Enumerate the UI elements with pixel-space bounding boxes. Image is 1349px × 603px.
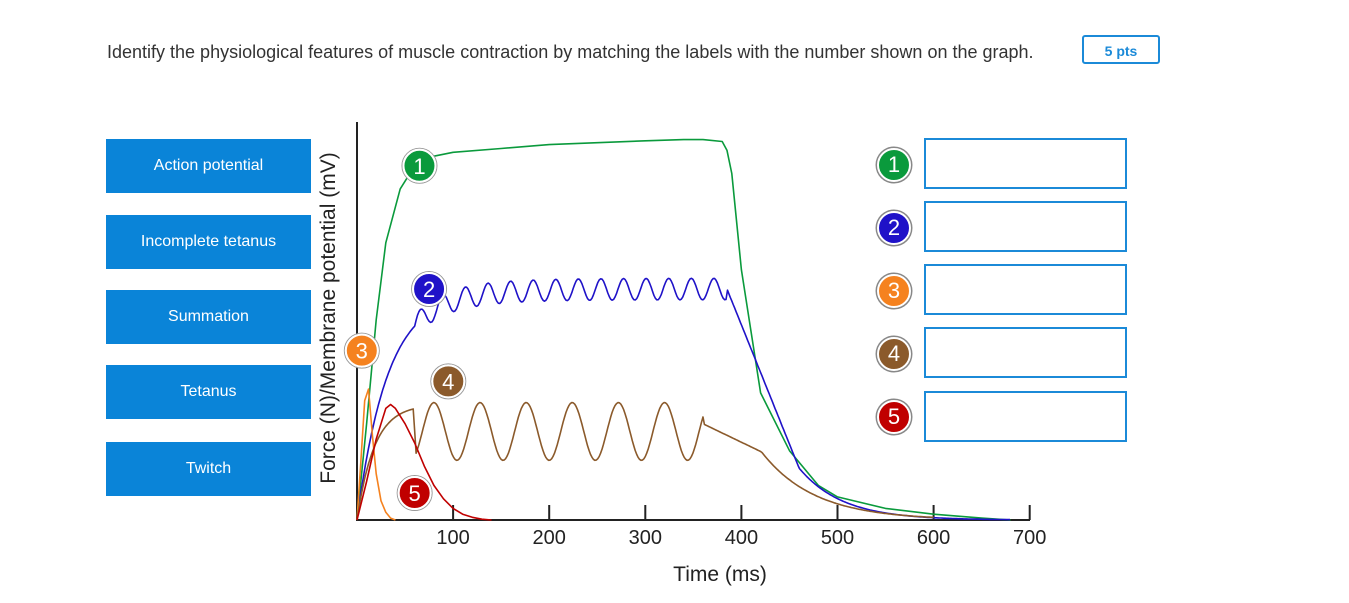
key-marker-5: 5 [877, 400, 911, 434]
chart-marker-3: 3 [343, 332, 380, 369]
label-summation[interactable]: Summation [106, 290, 311, 344]
chart-marker-label-5: 5 [409, 481, 421, 506]
drop-zone-2[interactable] [924, 201, 1127, 252]
x-tick-label-200: 200 [533, 527, 566, 549]
x-tick-label-400: 400 [725, 527, 758, 549]
series-line-1 [356, 138, 1011, 521]
y-axis-title: Force (N)/Membrane potential (mV) [317, 152, 340, 483]
label-incomplete-tetanus[interactable]: Incomplete tetanus [106, 215, 311, 269]
drop-zone-3[interactable] [924, 264, 1127, 315]
drop-zone-1[interactable] [924, 138, 1127, 189]
chart-marker-1: 1 [401, 147, 438, 184]
chart-marker-4: 4 [430, 363, 467, 400]
chart-marker-2: 2 [411, 271, 448, 307]
chart-marker-5: 5 [396, 475, 433, 512]
x-tick-label-100: 100 [436, 527, 469, 549]
key-marker-2: 2 [877, 211, 911, 245]
drop-zone-5[interactable] [924, 391, 1127, 442]
x-tick-label-600: 600 [917, 527, 950, 549]
question-text: Identify the physiological features of m… [107, 42, 1034, 62]
key-marker-4: 4 [877, 337, 911, 371]
key-marker-1: 1 [877, 148, 911, 182]
x-axis-title: Time (ms) [673, 563, 767, 586]
chart-marker-label-3: 3 [356, 339, 368, 364]
chart-marker-label-4: 4 [442, 369, 454, 394]
label-twitch[interactable]: Twitch [106, 442, 311, 496]
chart-marker-label-1: 1 [413, 154, 425, 179]
x-tick-label-500: 500 [821, 527, 854, 549]
label-action-potential[interactable]: Action potential [106, 139, 311, 193]
series-line-5 [356, 403, 492, 521]
points-badge: 5 pts [1082, 35, 1160, 64]
x-tick-label-300: 300 [629, 527, 662, 549]
key-marker-3: 3 [877, 274, 911, 308]
series-line-3 [356, 388, 396, 521]
chart-marker-label-2: 2 [423, 277, 435, 302]
x-tick-label-700: 700 [1013, 527, 1046, 549]
label-tetanus[interactable]: Tetanus [106, 365, 311, 419]
series-line-4 [356, 401, 934, 521]
series-line-2 [356, 277, 1010, 521]
drop-zone-4[interactable] [924, 327, 1127, 378]
